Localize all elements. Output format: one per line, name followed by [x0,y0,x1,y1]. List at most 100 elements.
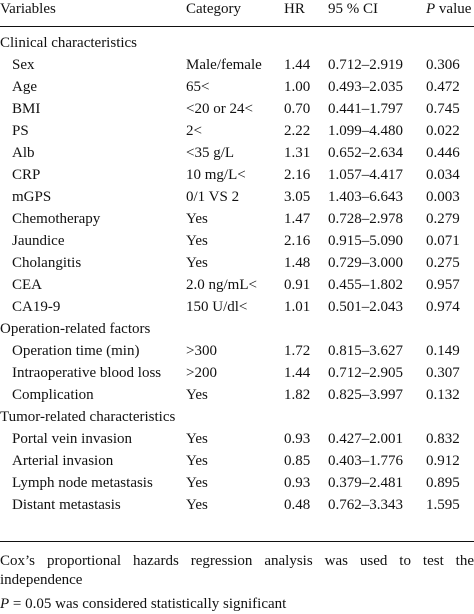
cell-ci: 0.427–2.001 [328,431,403,447]
cell-ci: 1.099–4.480 [328,123,403,139]
cell-category: 10 mg/L< [186,167,246,183]
header-rule [0,26,474,27]
cell-category: >300 [186,343,217,359]
cell-p: 0.472 [426,79,460,95]
table-row: Alb <35 g/L 1.31 0.652–2.634 0.446 [0,142,474,164]
cell-hr: 1.72 [284,343,311,359]
cell-ci: 0.762–3.343 [328,497,403,513]
header-variables: Variables [0,1,56,17]
cell-hr: 1.44 [284,365,311,381]
table-row: Sex Male/female 1.44 0.712–2.919 0.306 [0,54,474,76]
cell-hr: 0.93 [284,431,311,447]
cell-ci: 0.493–2.035 [328,79,403,95]
cell-hr: 1.00 [284,79,311,95]
cell-hr: 1.31 [284,145,311,161]
cell-variable: Chemotherapy [12,211,101,227]
cell-p: 0.149 [426,343,460,359]
cell-hr: 0.48 [284,497,311,513]
cell-hr: 0.85 [284,453,311,469]
cell-hr: 2.16 [284,233,311,249]
table-row: Operation time (min) >300 1.72 0.815–3.6… [0,340,474,362]
cell-variable: Operation time (min) [12,343,140,359]
cell-ci: 0.712–2.905 [328,365,403,381]
cell-p: 0.279 [426,211,460,227]
cell-p: 0.832 [426,431,460,447]
cell-variable: Jaundice [12,233,65,249]
cell-p: 0.912 [426,453,460,469]
cell-category: <35 g/L [186,145,235,161]
cell-p: 0.132 [426,387,460,403]
cell-category: Yes [186,211,208,227]
cell-ci: 0.815–3.627 [328,343,403,359]
cell-variable: PS [12,123,29,139]
table-row: CRP 10 mg/L< 2.16 1.057–4.417 0.034 [0,164,474,186]
header-ci: 95 % CI [328,1,378,17]
cell-ci: 0.712–2.919 [328,57,403,73]
cell-p: 0.446 [426,145,460,161]
cell-hr: 1.44 [284,57,311,73]
cell-hr: 0.93 [284,475,311,491]
table-row: mGPS 0/1 VS 2 3.05 1.403–6.643 0.003 [0,186,474,208]
cell-category: >200 [186,365,217,381]
cell-variable: CA19-9 [12,299,61,315]
cell-variable: Age [12,79,37,95]
cell-p: 0.003 [426,189,460,205]
table-row: CA19-9 150 U/dl< 1.01 0.501–2.043 0.974 [0,296,474,318]
cell-hr: 1.47 [284,211,311,227]
footnote-line-1: Cox’s proportional hazards regression an… [0,553,474,569]
section-title-clinical: Clinical characteristics [0,35,138,51]
table-row: Chemotherapy Yes 1.47 0.728–2.978 0.279 [0,208,474,230]
section-title-tumor: Tumor-related characteristics [0,409,176,425]
section-title-operation: Operation-related factors [0,321,151,337]
table-row: CEA 2.0 ng/mL< 0.91 0.455–1.802 0.957 [0,274,474,296]
cell-p: 0.957 [426,277,460,293]
cell-ci: 0.729–3.000 [328,255,403,271]
cell-category: Yes [186,233,208,249]
cell-ci: 0.403–1.776 [328,453,403,469]
cell-variable: CRP [12,167,41,183]
cell-category: <20 or 24< [186,101,253,117]
cell-hr: 2.16 [284,167,311,183]
cell-variable: Cholangitis [12,255,82,271]
cell-p: 0.895 [426,475,460,491]
cell-p: 0.034 [426,167,460,183]
cell-ci: 0.501–2.043 [328,299,403,315]
cell-p: 1.595 [426,497,460,513]
cell-p: 0.974 [426,299,460,315]
cell-ci: 0.915–5.090 [328,233,403,249]
cell-variable: Alb [12,145,35,161]
cell-category: Yes [186,453,208,469]
table-row: Cholangitis Yes 1.48 0.729–3.000 0.275 [0,252,474,274]
table-row: BMI <20 or 24< 0.70 0.441–1.797 0.745 [0,98,474,120]
footnote-p-text: = 0.05 was considered statistically sign… [9,596,287,612]
cell-p: 0.071 [426,233,460,249]
table-row: Lymph node metastasis Yes 0.93 0.379–2.4… [0,472,474,494]
cell-hr: 1.01 [284,299,311,315]
cell-ci: 0.652–2.634 [328,145,403,161]
cell-variable: mGPS [12,189,52,205]
header-p-symbol: P [426,1,436,17]
cell-ci: 0.441–1.797 [328,101,403,117]
cell-category: 0/1 VS 2 [186,189,240,205]
cell-category: Yes [186,475,208,491]
cell-hr: 3.05 [284,189,311,205]
table-row: Distant metastasis Yes 0.48 0.762–3.343 … [0,494,474,516]
header-category: Category [186,1,241,17]
cell-hr: 1.48 [284,255,311,271]
cell-variable: Sex [12,57,35,73]
table-row: Complication Yes 1.82 0.825–3.997 0.132 [0,384,474,406]
table-bottom-rule [0,541,474,542]
table-row: Arterial invasion Yes 0.85 0.403–1.776 0… [0,450,474,472]
cell-category: 150 U/dl< [186,299,248,315]
cell-category: 2< [186,123,202,139]
cell-p: 0.306 [426,57,460,73]
cell-ci: 0.379–2.481 [328,475,403,491]
footnote-p-symbol: P [0,596,10,612]
cell-variable: Intraoperative blood loss [12,365,162,381]
cell-ci: 1.057–4.417 [328,167,403,183]
cell-variable: Portal vein invasion [12,431,132,447]
cell-variable: Arterial invasion [12,453,114,469]
cell-ci: 0.455–1.802 [328,277,403,293]
cell-category: Yes [186,387,208,403]
